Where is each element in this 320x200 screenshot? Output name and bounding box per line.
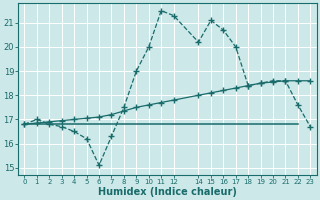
X-axis label: Humidex (Indice chaleur): Humidex (Indice chaleur)	[98, 187, 237, 197]
